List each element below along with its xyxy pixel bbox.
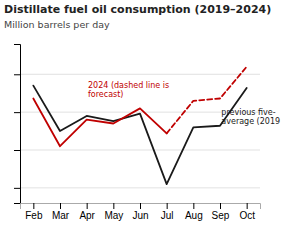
x-tick-label: Jun (132, 210, 148, 221)
x-tick-label: Feb (25, 210, 43, 221)
x-tick-mark (220, 203, 221, 209)
x-tick-mark (60, 203, 61, 209)
x-tick-label: Jul (161, 210, 174, 221)
y-tick-mark (14, 188, 20, 189)
x-tick: Jun (132, 203, 148, 221)
x-tick-mark (113, 203, 114, 209)
x-tick-mark (167, 203, 168, 209)
grid (20, 74, 260, 188)
chart: Distillate fuel oil consumption (2019–20… (0, 0, 300, 225)
y-tick-mark (14, 74, 20, 75)
series-line (33, 86, 246, 184)
x-tick: Oct (239, 203, 255, 221)
plot: Feb Mar Apr May Jun Jul Aug Sep Oct 2024 (dashed … (14, 45, 280, 222)
series-line (33, 99, 166, 147)
y-tick (14, 112, 20, 113)
grid-line (20, 150, 260, 151)
x-tick-mark (247, 203, 248, 209)
annotation: 2024 (dashed line isforecast) (88, 81, 169, 99)
grid-line (20, 74, 260, 75)
x-tick: Feb (25, 203, 43, 221)
x-tick: Apr (79, 203, 95, 221)
x-tick-mark (140, 203, 141, 209)
annotation: previous five-average (2019 (221, 108, 280, 126)
x-tick-label: May (104, 210, 123, 221)
x-tick-label: Oct (239, 210, 255, 221)
x-axis: Feb Mar Apr May Jun Jul Aug Sep Oct (21, 203, 261, 221)
x-tick: Mar (52, 203, 70, 221)
y-tick-mark (14, 150, 20, 151)
grid-line (20, 187, 260, 188)
x-tick-mark (193, 203, 194, 209)
y-tick (14, 150, 20, 151)
x-axis-line (21, 204, 261, 210)
x-tick: Jul (161, 203, 174, 221)
lines (33, 67, 246, 184)
y-axis (14, 45, 21, 204)
y-tick (14, 188, 20, 189)
x-tick-mark (87, 203, 88, 209)
y-tick (14, 74, 20, 75)
x-tick-label: Aug (185, 210, 203, 221)
x-tick: Sep (212, 203, 230, 221)
x-tick: Aug (185, 203, 203, 221)
x-tick-label: Mar (52, 210, 70, 221)
x-tick-mark (33, 203, 34, 209)
x-tick-label: Sep (212, 210, 230, 221)
subtitle: Million barrels per day (4, 19, 110, 30)
x-tick: May (104, 203, 123, 221)
y-tick-mark (14, 112, 20, 113)
y-axis-line (14, 45, 21, 204)
title: Distillate fuel oil consumption (2019–20… (4, 3, 271, 16)
x-tick-label: Apr (79, 210, 95, 221)
